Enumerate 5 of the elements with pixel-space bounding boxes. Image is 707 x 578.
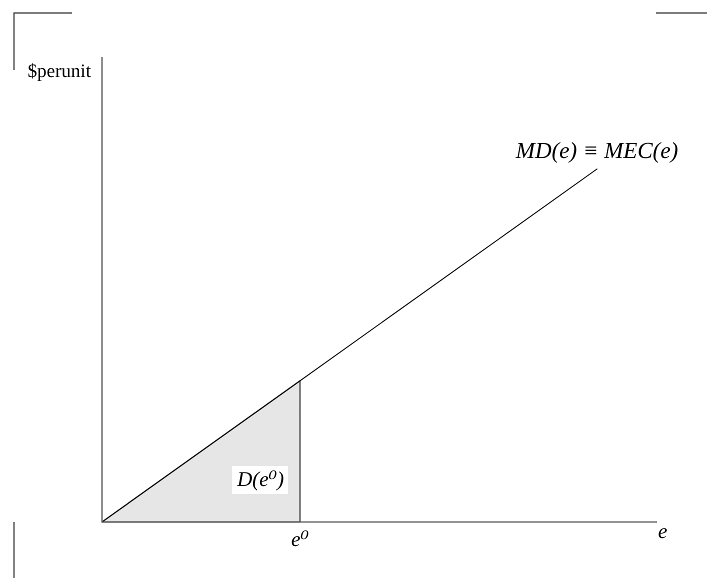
y-axis-title: $perunit [28,61,92,82]
series-label: D(e⁰) [236,467,284,491]
series-label: MD(e) ≡ MEC(e) [514,138,678,163]
text: e⁰ [291,527,310,551]
x-axis-title: e [658,519,668,543]
